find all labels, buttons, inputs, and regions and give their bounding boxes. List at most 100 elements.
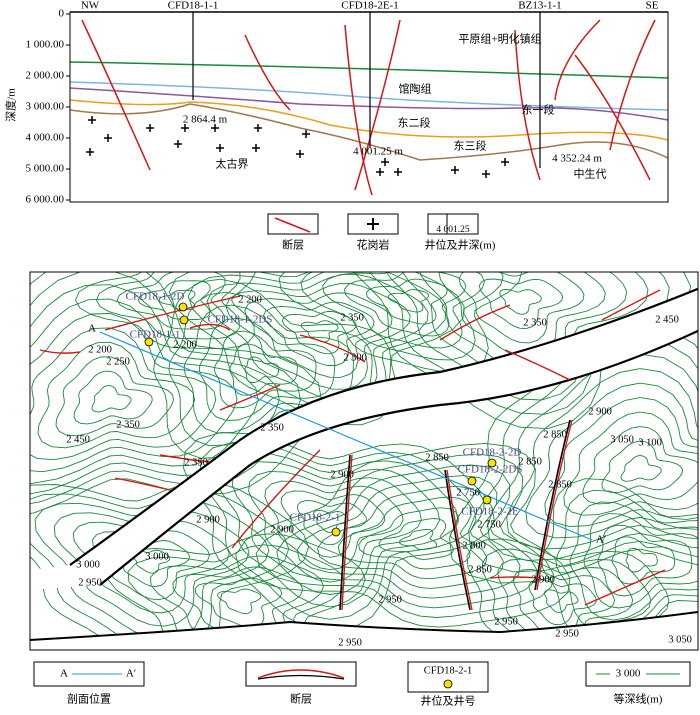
contour-label: 2 300 [343, 352, 367, 363]
granite-cross [302, 130, 310, 138]
granite-cross [146, 124, 154, 132]
well-depth: 4 001.25 m [353, 146, 403, 158]
contour-line [245, 293, 392, 378]
well-name: CFD18-2E-1 [341, 0, 398, 12]
contour-label: 3 100 [638, 437, 662, 448]
well-dot [483, 496, 491, 504]
contour-label: 2 950 [555, 628, 579, 639]
contour-label: 2 200 [88, 344, 112, 355]
contour-label: 2 250 [106, 356, 130, 367]
contour-line [612, 537, 675, 584]
contour-label: 2 450 [66, 434, 90, 445]
contour-line [74, 371, 152, 424]
granite-cross [216, 144, 224, 152]
well-dot [179, 303, 187, 311]
formation: 东二段 [398, 116, 431, 130]
legend-sample: A′ [126, 668, 136, 680]
contour-label: 2 450 [655, 314, 679, 325]
depth-tick-label: 0 [59, 8, 65, 20]
legend-sample: A [60, 668, 68, 680]
granite-cross [381, 158, 389, 166]
formation: 东一段 [522, 103, 555, 117]
contour-line [277, 465, 537, 608]
contour-line [467, 539, 669, 674]
contour-line [564, 412, 700, 515]
granite-cross [394, 168, 402, 176]
axis-label: 深度/m [4, 88, 18, 122]
direction: NW [81, 0, 100, 12]
contour-label: 2 350 [340, 312, 364, 323]
contour-label: 2 900 [270, 524, 294, 535]
formation: 中生代 [574, 167, 607, 181]
granite-cross [296, 150, 304, 158]
contour-label: 2 350 [260, 422, 284, 433]
well-dot [468, 477, 476, 485]
legend-label: 井位及井号 [421, 694, 476, 708]
well-label: CFD18-1-1 [130, 329, 181, 341]
contour-line [479, 279, 562, 329]
direction: SE [646, 0, 659, 12]
well-label: CFD18-1-2D [126, 291, 185, 303]
contour-label: 2 850 [548, 479, 572, 490]
legend-label: 等深线(m) [614, 692, 663, 706]
contour-label: 2 900 [531, 574, 555, 585]
contour-line [92, 386, 131, 412]
contour-label: 2 200 [238, 294, 262, 305]
formation: 东三段 [454, 139, 487, 153]
depth-tick-label: 5 000.00 [26, 163, 65, 175]
contour-line [379, 519, 453, 560]
contour-line [545, 590, 579, 613]
contour-label: 2 200 [173, 339, 197, 350]
contour-label: 2 750 [456, 487, 480, 498]
contour-line [621, 456, 661, 482]
contour-label: 2 950 [78, 577, 102, 588]
contour-label: 2 950 [494, 616, 518, 627]
contour-line [529, 580, 596, 625]
contour-label: 2 350 [184, 457, 208, 468]
formation: 太古界 [216, 158, 249, 171]
cross-section: 深度/m 0 1 000.00 2 000.00 3 000.00 4 000.00 5 … [4, 0, 668, 252]
contour-line [56, 357, 174, 436]
well-label: CFD18-1-2DS [208, 314, 273, 326]
contour-line [345, 269, 466, 336]
well-label: CFD18-2-1 [290, 512, 341, 524]
contour-label: 2 350 [523, 317, 547, 328]
section-end: A [88, 323, 96, 335]
granite-cross [482, 170, 490, 178]
contour-label: 3 000 [76, 559, 100, 570]
depth-tick-label: 3 000.00 [26, 101, 65, 113]
contour-label: 2 900 [196, 514, 220, 525]
contour-label: 2 900 [588, 406, 612, 417]
legend-label: 井位及井深(m) [425, 238, 496, 252]
well-dot [332, 528, 340, 536]
well-name: CFD18-1-1 [168, 0, 219, 12]
contour-line [556, 490, 700, 632]
granite-cross [254, 124, 262, 132]
legend-label: 剖面位置 [67, 692, 111, 706]
contour-line [0, 270, 300, 507]
well-dot [180, 316, 188, 324]
contour-line [230, 344, 298, 395]
contour-label: 2 850 [543, 429, 567, 440]
contour-label: 3 050 [610, 434, 634, 445]
legend-label: 断层 [282, 238, 304, 252]
depth-tick-label: 4 000.00 [26, 132, 65, 144]
contour-line [2, 314, 237, 472]
map-legend: A A′ CFD18-2-1 3 000 剖面位置 断层 井位及井号 等深线(m… [34, 662, 690, 708]
contour-label: 2 850 [425, 452, 449, 463]
well-depth: 2 864.4 m [183, 114, 228, 126]
granite-cross [86, 148, 94, 156]
legend-label: 花岗岩 [357, 238, 390, 252]
well-label: CFD18-2-2E [461, 506, 519, 518]
contour-label: 2 850 [468, 564, 492, 575]
contour-label: 2 750 [477, 519, 501, 530]
contour-label: 2 900 [330, 469, 354, 480]
depth-tick-label: 2 000.00 [26, 70, 65, 82]
well-label: CFD18-2-2DS [458, 464, 523, 476]
well-label: CFD18-2-2D [463, 447, 522, 459]
contour-label: 2 950 [338, 637, 362, 648]
contour-label: 3 000 [145, 551, 169, 562]
depth-tick-label: 1 000.00 [26, 39, 65, 51]
legend-sample: 3 000 [616, 668, 641, 680]
